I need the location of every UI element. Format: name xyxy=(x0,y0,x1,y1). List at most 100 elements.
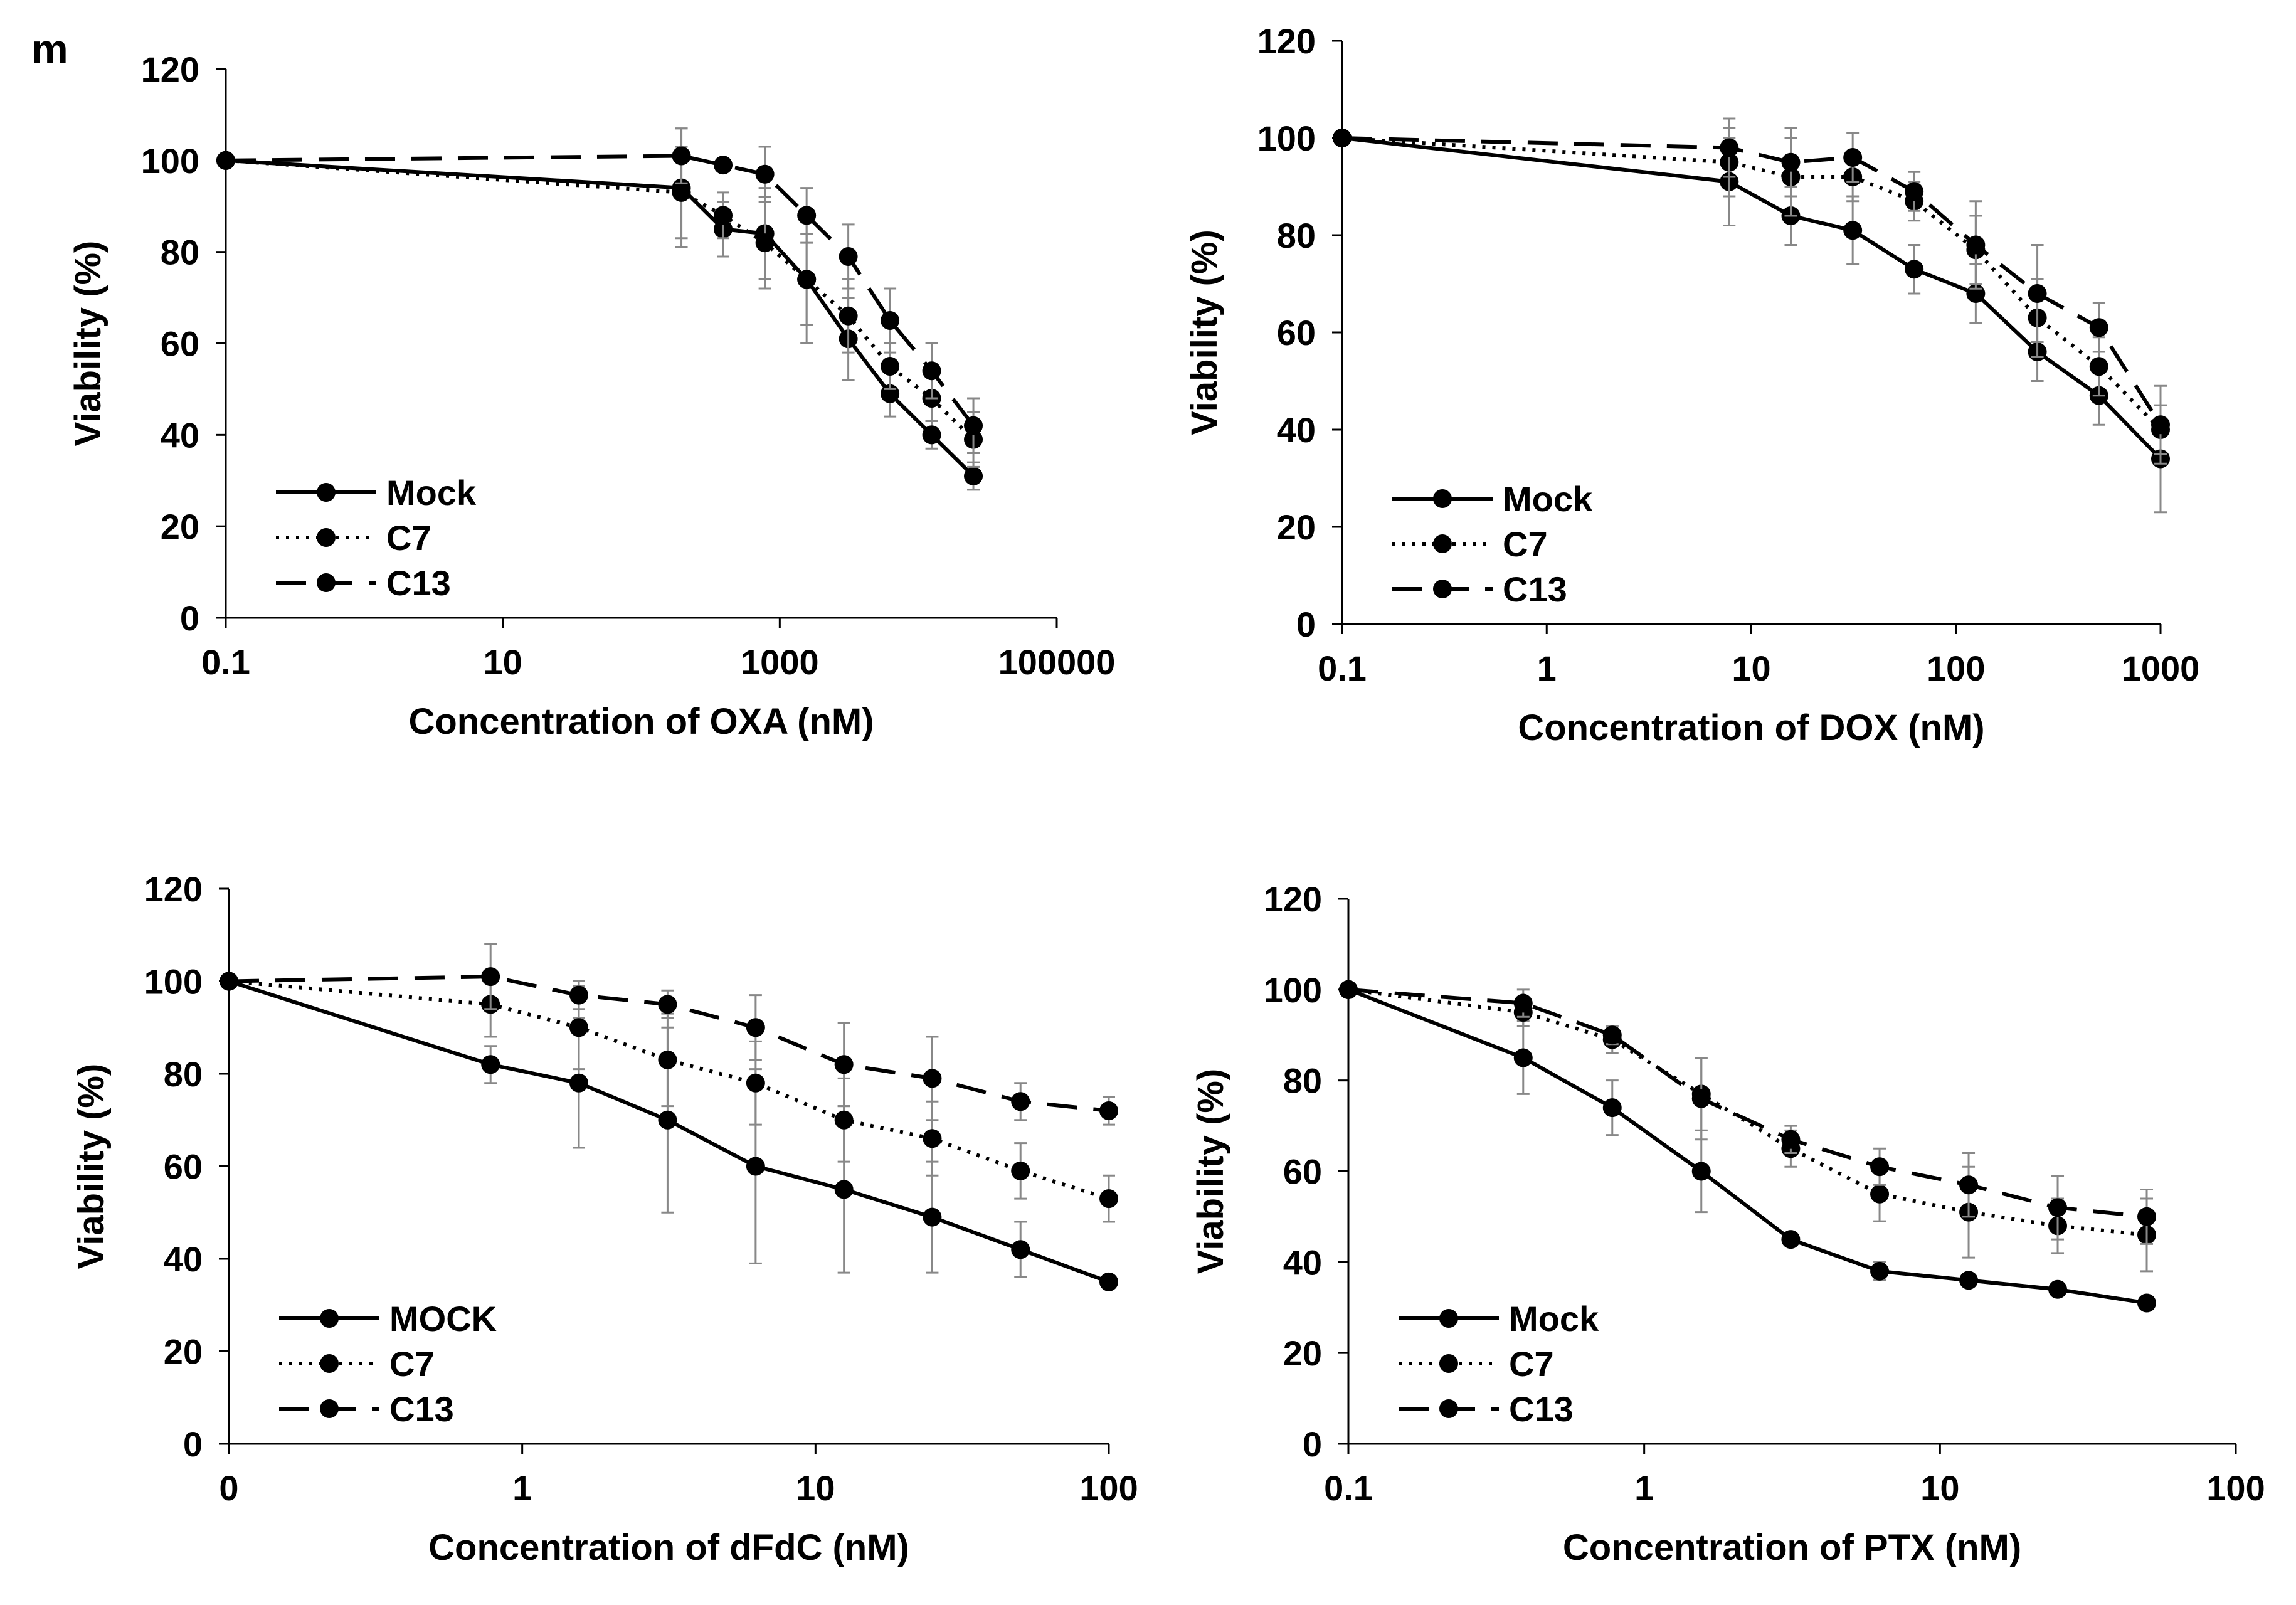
data-point xyxy=(1691,1162,1711,1181)
data-point xyxy=(1513,1048,1533,1067)
data-point xyxy=(922,361,941,381)
chart-2: 0 20 40 60 80 100 120 0.1 1 10 100 1000 Concentratio… xyxy=(1184,21,2199,748)
data-point xyxy=(797,270,817,289)
panel-label: m xyxy=(31,26,68,72)
y-tick-label: 80 xyxy=(161,233,199,272)
x-tick-label: 1 xyxy=(1537,649,1557,688)
y-tick-label: 60 xyxy=(161,324,199,364)
data-point xyxy=(1333,129,1352,147)
data-point xyxy=(658,1050,677,1069)
data-point xyxy=(746,1157,765,1176)
data-point xyxy=(714,156,733,175)
legend-label: MOCK xyxy=(389,1299,497,1338)
y-tick-label: 0 xyxy=(1303,1424,1322,1464)
series-line xyxy=(225,158,975,478)
y-tick-label: 20 xyxy=(161,507,199,546)
data-point xyxy=(1339,980,1358,999)
y-tick-label: 120 xyxy=(144,869,203,909)
data-point xyxy=(746,1073,765,1093)
y-tick-label: 40 xyxy=(164,1239,203,1279)
series-c13 xyxy=(1333,117,2170,465)
legend: Mock C7 C13 xyxy=(1399,1299,1599,1429)
y-tick-label: 80 xyxy=(1277,216,1316,255)
y-tick-label: 20 xyxy=(1277,507,1316,547)
data-point xyxy=(881,356,900,376)
data-point xyxy=(1959,1175,1979,1195)
series-mock xyxy=(1339,980,2157,1313)
data-point xyxy=(2089,318,2108,337)
legend-label: C7 xyxy=(389,1344,435,1384)
x-axis-title: Concentration of DOX (nM) xyxy=(1518,707,1984,748)
y-tick-label: 100 xyxy=(1257,119,1316,158)
y-tick-label: 60 xyxy=(1283,1152,1322,1192)
y-tick-label: 20 xyxy=(1283,1333,1322,1373)
chart-4: 0 20 40 60 80 100 120 0.1 1 10 100 Concentration of… xyxy=(1190,879,2265,1568)
y-tick-label: 40 xyxy=(161,415,199,455)
series-line xyxy=(1347,988,2147,1305)
x-tick-label: 0.1 xyxy=(1324,1468,1373,1508)
x-tick-label: 100000 xyxy=(998,642,1116,682)
data-point xyxy=(1602,1025,1622,1045)
data-point xyxy=(1011,1092,1030,1111)
x-tick-label: 10 xyxy=(1920,1468,1959,1508)
data-point xyxy=(834,1055,854,1074)
legend-marker xyxy=(320,1399,339,1418)
y-tick-label: 100 xyxy=(144,962,203,1002)
data-point xyxy=(1602,1098,1622,1118)
y-axis-title: Viability (%) xyxy=(71,1064,112,1269)
data-point xyxy=(672,183,691,202)
y-tick-label: 100 xyxy=(1264,970,1322,1010)
data-point xyxy=(220,972,238,991)
data-point xyxy=(2048,1279,2068,1299)
legend-label: Mock xyxy=(1503,479,1593,519)
data-point xyxy=(569,1018,588,1037)
data-point xyxy=(755,233,775,253)
legend-label: C13 xyxy=(386,563,451,603)
data-point xyxy=(1011,1161,1030,1180)
data-point xyxy=(1870,1157,1890,1177)
data-point xyxy=(2089,357,2108,376)
legend: MOCK C7 C13 xyxy=(279,1299,497,1429)
series-line xyxy=(225,158,975,441)
data-point xyxy=(1099,1189,1118,1209)
data-point xyxy=(1843,148,1863,167)
legend-marker xyxy=(317,573,336,592)
data-point xyxy=(839,246,858,266)
data-point xyxy=(746,1018,765,1037)
x-axis-title: Concentration of PTX (nM) xyxy=(1563,1527,2021,1568)
data-point xyxy=(2151,415,2170,435)
y-tick-label: 60 xyxy=(1277,313,1316,352)
legend-marker xyxy=(1433,489,1452,508)
data-point xyxy=(1691,1089,1711,1108)
data-point xyxy=(1870,1184,1890,1204)
data-point xyxy=(1843,221,1863,240)
legend-marker xyxy=(1439,1354,1458,1373)
series-line xyxy=(1348,987,2147,1219)
y-tick-label: 40 xyxy=(1277,410,1316,450)
series-line xyxy=(228,979,1109,1200)
data-point xyxy=(839,306,858,326)
data-point xyxy=(964,416,983,435)
data-point xyxy=(569,1073,588,1093)
data-point xyxy=(1905,182,1924,201)
legend: Mock C7 C13 xyxy=(276,473,477,603)
data-point xyxy=(1959,1271,1979,1290)
x-tick-label: 1000 xyxy=(2122,649,2200,688)
x-tick-label: 10 xyxy=(796,1468,835,1508)
chart-1: 0 20 40 60 80 100 120 0.1 10 1000 100000 Concentrat… xyxy=(68,50,1115,742)
x-tick-label: 1000 xyxy=(741,642,819,682)
data-point xyxy=(216,151,235,170)
legend-marker xyxy=(1433,534,1452,553)
data-point xyxy=(923,1129,942,1148)
x-tick-label: 0.1 xyxy=(201,642,250,682)
x-tick-label: 0.1 xyxy=(1318,649,1367,688)
data-point xyxy=(1966,235,1986,255)
x-tick-label: 10 xyxy=(484,642,522,682)
series-mock xyxy=(216,127,983,491)
data-point xyxy=(1781,1230,1801,1249)
legend-label: C7 xyxy=(1509,1344,1554,1384)
legend-marker xyxy=(320,1309,339,1328)
data-point xyxy=(2048,1198,2068,1217)
legend-marker xyxy=(1433,580,1452,598)
y-tick-label: 0 xyxy=(180,598,199,638)
